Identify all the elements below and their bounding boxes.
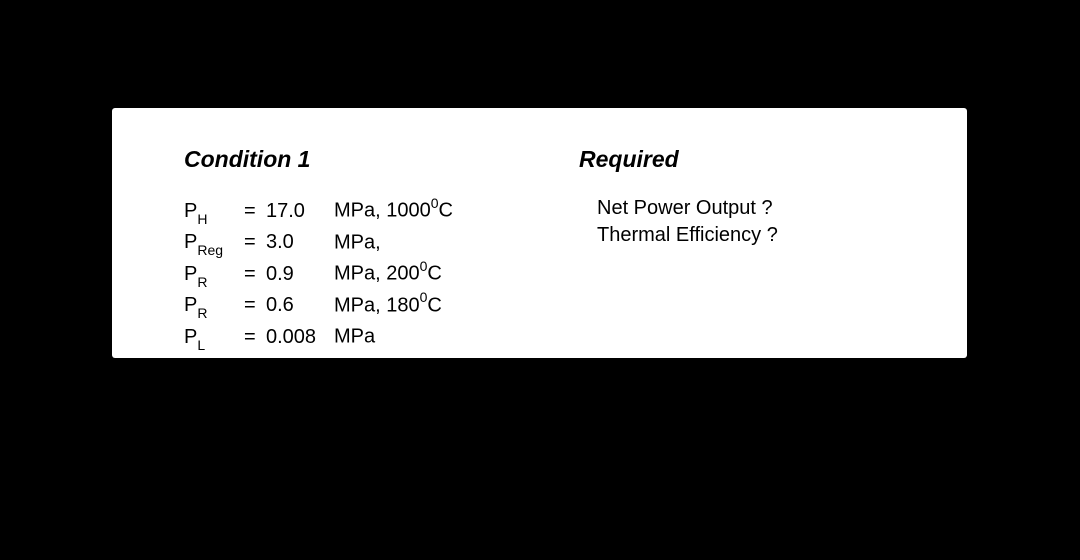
param-unit: MPa, 10000C — [334, 195, 579, 225]
param-row: PReg = 3.0 MPa, — [184, 227, 579, 259]
equals-sign: = — [244, 229, 266, 256]
param-value: 0.9 — [266, 261, 334, 288]
condition-column: Condition 1 PH = 17.0 MPa, 10000C PReg =… — [184, 146, 579, 353]
param-row: PL = 0.008 MPa — [184, 321, 579, 353]
param-value: 0.6 — [266, 292, 334, 319]
param-row: PR = 0.9 MPa, 2000C — [184, 258, 579, 290]
param-unit: MPa — [334, 321, 579, 351]
equals-sign: = — [244, 261, 266, 288]
columns: Condition 1 PH = 17.0 MPa, 10000C PReg =… — [184, 146, 917, 353]
param-unit: MPa, — [334, 227, 579, 257]
equals-sign: = — [244, 324, 266, 351]
parameter-list: PH = 17.0 MPa, 10000C PReg = 3.0 MPa, PR… — [184, 195, 579, 353]
param-symbol: PH — [184, 198, 244, 227]
param-symbol: PR — [184, 261, 244, 290]
param-unit: MPa, 2000C — [334, 258, 579, 288]
param-value: 17.0 — [266, 198, 334, 225]
param-unit: MPa, 1800C — [334, 290, 579, 320]
required-item: Thermal Efficiency ? — [597, 222, 917, 249]
param-symbol: PL — [184, 324, 244, 353]
content-panel: Condition 1 PH = 17.0 MPa, 10000C PReg =… — [112, 108, 967, 358]
equals-sign: = — [244, 292, 266, 319]
param-row: PR = 0.6 MPa, 1800C — [184, 290, 579, 322]
required-heading: Required — [579, 146, 917, 173]
param-row: PH = 17.0 MPa, 10000C — [184, 195, 579, 227]
required-column: Required Net Power Output ? Thermal Effi… — [579, 146, 917, 353]
param-value: 3.0 — [266, 229, 334, 256]
param-symbol: PReg — [184, 229, 244, 258]
required-list: Net Power Output ? Thermal Efficiency ? — [579, 195, 917, 249]
required-item: Net Power Output ? — [597, 195, 917, 222]
equals-sign: = — [244, 198, 266, 225]
param-value: 0.008 — [266, 324, 334, 351]
condition-heading: Condition 1 — [184, 146, 579, 173]
param-symbol: PR — [184, 292, 244, 321]
